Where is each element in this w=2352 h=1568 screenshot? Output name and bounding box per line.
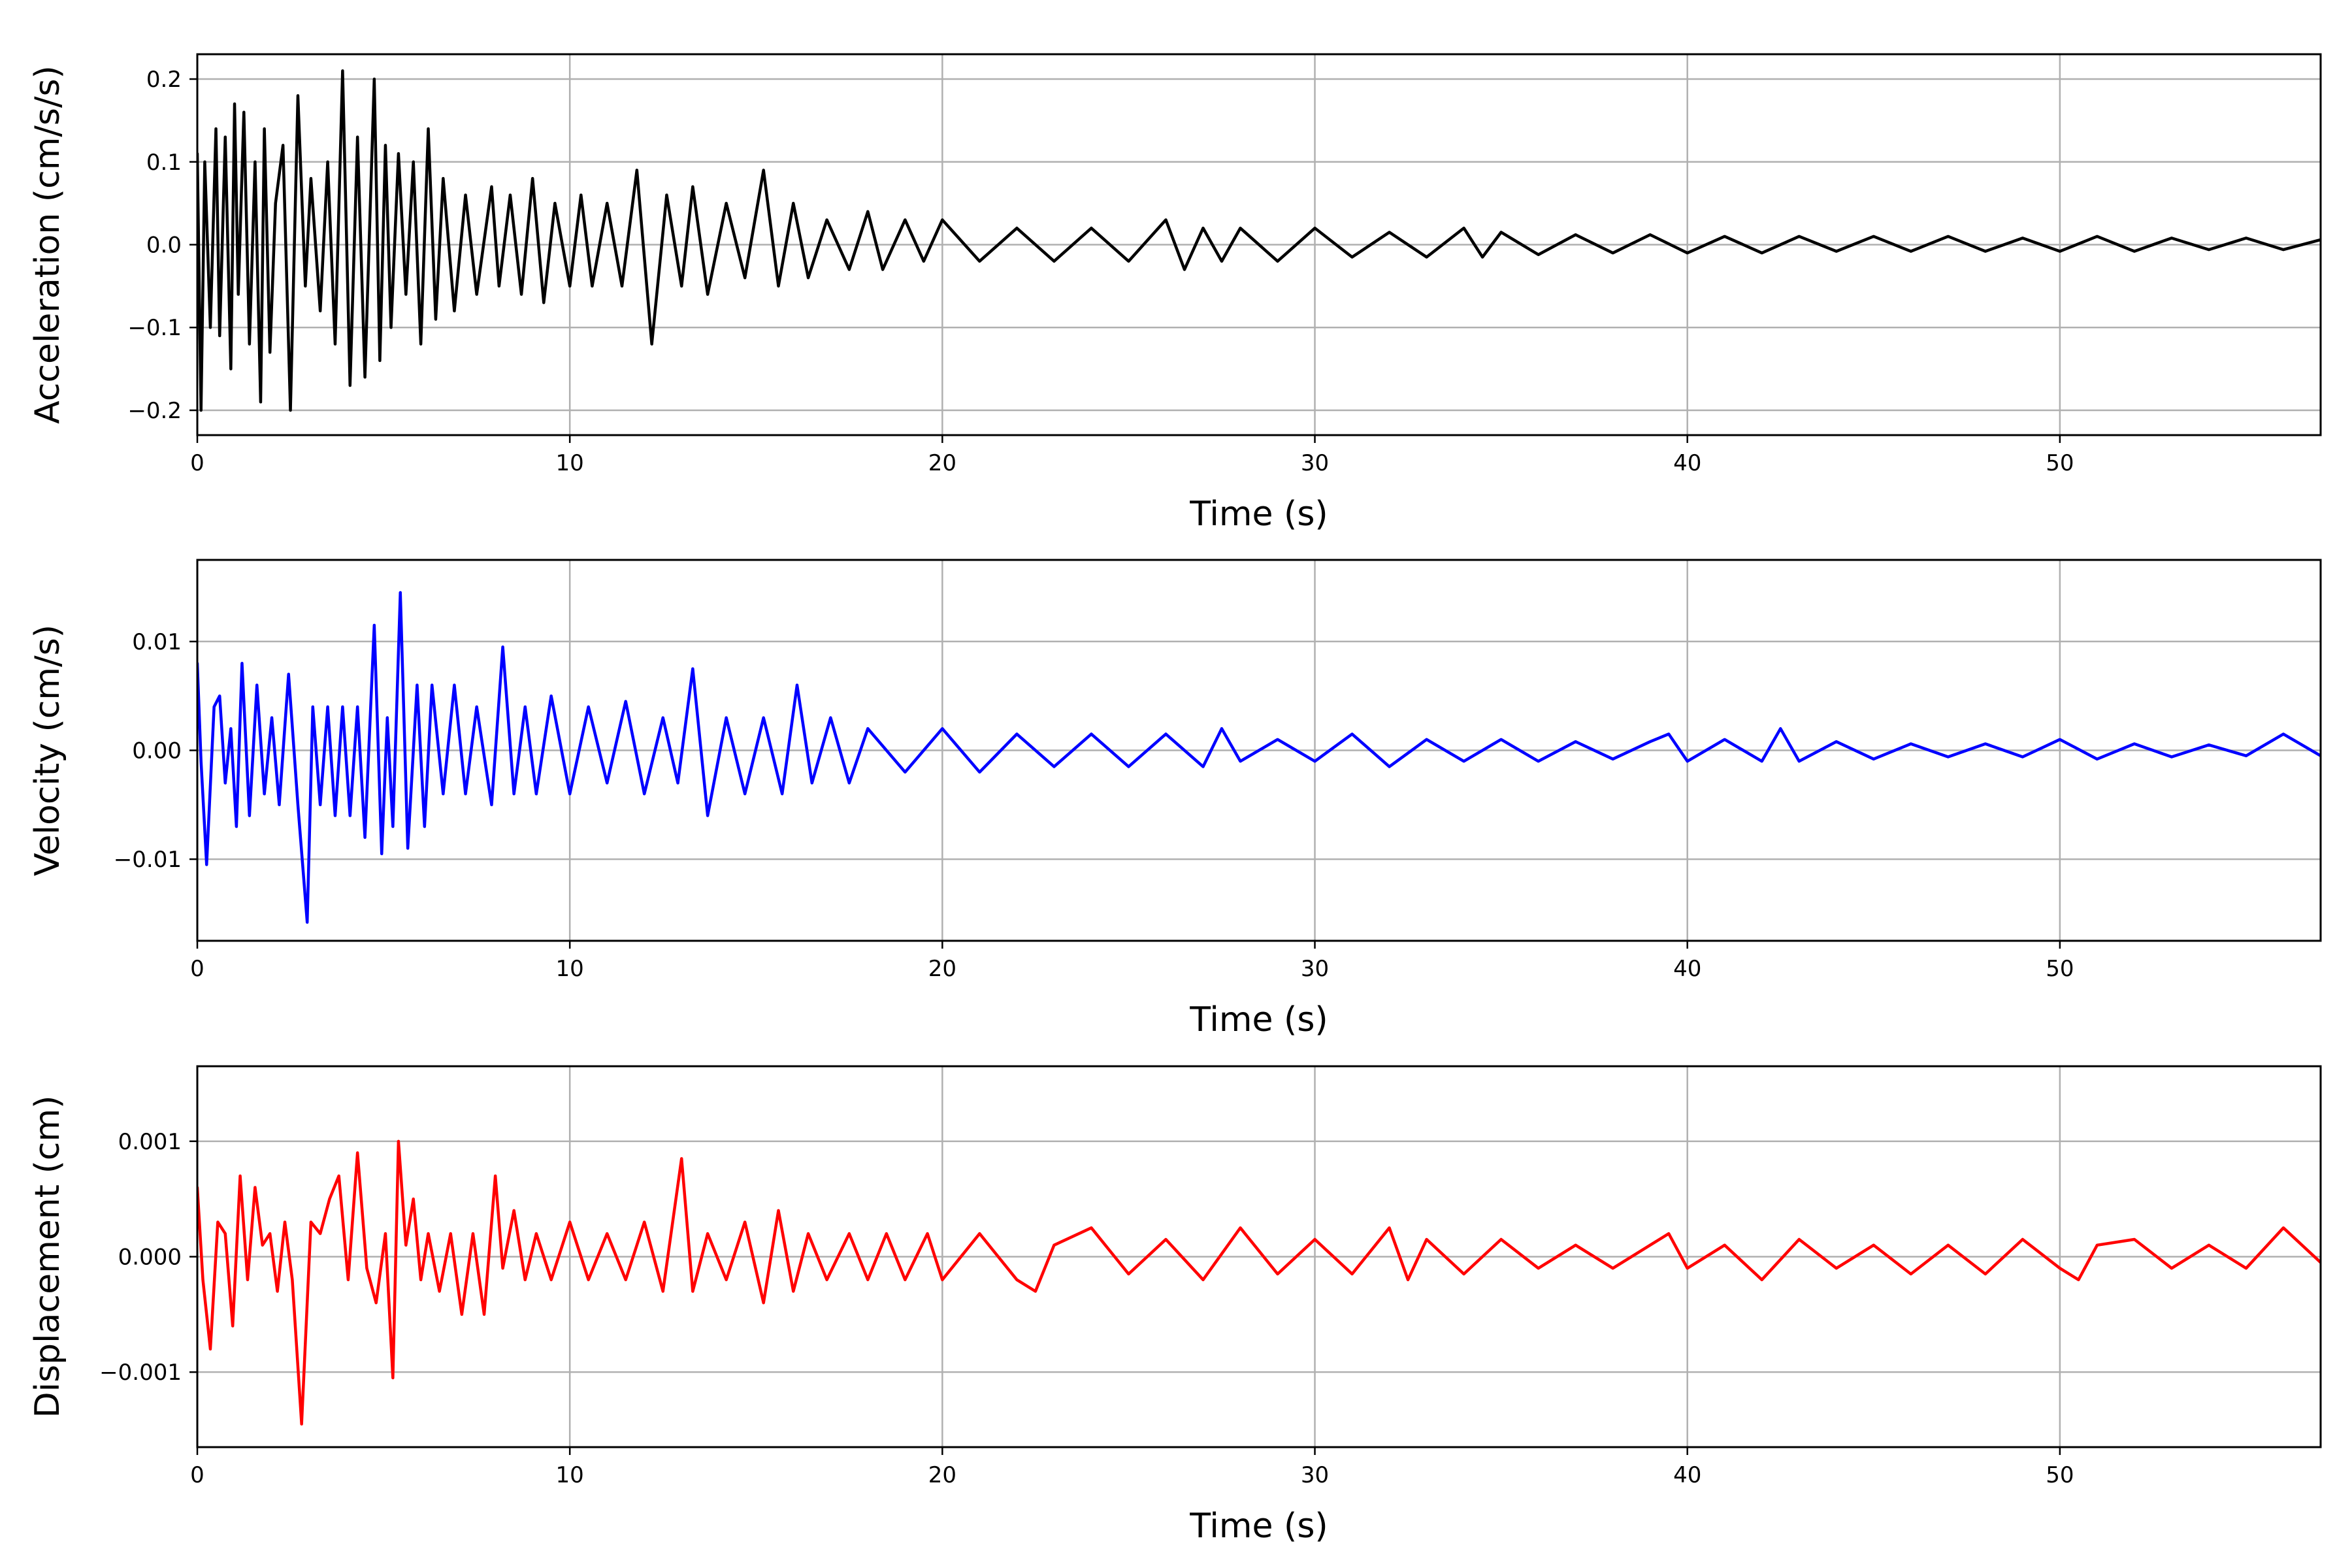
- acceleration-y-tick-label: −0.1: [127, 315, 182, 341]
- acceleration-y-tick-label: 0.1: [146, 150, 182, 176]
- acceleration-y-axis-label: Acceleration (cm/s/s): [28, 65, 67, 424]
- acceleration-x-axis-label: Time (s): [1189, 495, 1328, 534]
- velocity-y-tick-label: 0.00: [132, 738, 182, 764]
- displacement-y-tick-label: −0.001: [99, 1360, 182, 1386]
- displacement-x-tick-label: 0: [190, 1462, 204, 1488]
- displacement-x-tick-label: 10: [556, 1462, 584, 1488]
- acceleration-x-tick-label: 50: [2046, 450, 2074, 476]
- velocity-x-tick-label: 10: [556, 956, 584, 982]
- acceleration-y-tick-label: 0.2: [146, 67, 182, 93]
- velocity-y-axis-label: Velocity (cm/s): [28, 625, 67, 876]
- velocity-x-tick-label: 40: [1673, 956, 1701, 982]
- velocity-panel: 0 10 20 30 40 50 −0.01 0.00 0.01 Time (s) Velocity…: [28, 559, 2322, 1039]
- velocity-series-line: [197, 591, 2321, 924]
- acceleration-x-tick-label: 30: [1301, 450, 1329, 476]
- displacement-grid: [196, 1066, 2321, 1447]
- displacement-panel: 0 10 20 30 40 50 −0.001 0.000 0.001 Time (s) Displ…: [28, 1065, 2322, 1546]
- displacement-x-axis-label: Time (s): [1189, 1507, 1328, 1546]
- acceleration-panel: 0 10 20 30 40 50 −0.2 −0.1 0.0 0.1 0.2 Time (s) Acce…: [28, 53, 2322, 534]
- displacement-series-line: [197, 1139, 2321, 1426]
- velocity-y-tick-label: −0.01: [114, 847, 182, 873]
- velocity-x-tick-label: 20: [928, 956, 956, 982]
- panels: 0 10 20 30 40 50 −0.2 −0.1 0.0 0.1 0.2 Time (s) Acce…: [28, 53, 2322, 1546]
- displacement-x-tick-label: 40: [1673, 1462, 1701, 1488]
- displacement-x-tick-label: 50: [2046, 1462, 2074, 1488]
- displacement-x-tick-label: 20: [928, 1462, 956, 1488]
- acceleration-x-tick-label: 20: [928, 450, 956, 476]
- velocity-x-tick-label: 0: [190, 956, 204, 982]
- acceleration-x-tick-label: 0: [190, 450, 204, 476]
- acceleration-series-line: [197, 69, 2321, 412]
- acceleration-x-tick-label: 10: [556, 450, 584, 476]
- displacement-y-axis-label: Displacement (cm): [28, 1096, 67, 1418]
- acceleration-x-tick-label: 40: [1673, 450, 1701, 476]
- displacement-x-tick-label: 30: [1301, 1462, 1329, 1488]
- velocity-x-axis-label: Time (s): [1189, 1000, 1328, 1039]
- acceleration-y-tick-label: 0.0: [146, 233, 182, 259]
- velocity-x-tick-label: 30: [1301, 956, 1329, 982]
- displacement-y-tick-label: 0.000: [118, 1245, 182, 1271]
- acceleration-y-tick-label: −0.2: [127, 398, 182, 424]
- velocity-x-tick-label: 50: [2046, 956, 2074, 982]
- velocity-y-tick-label: 0.01: [132, 629, 182, 655]
- displacement-y-tick-label: 0.001: [118, 1129, 182, 1155]
